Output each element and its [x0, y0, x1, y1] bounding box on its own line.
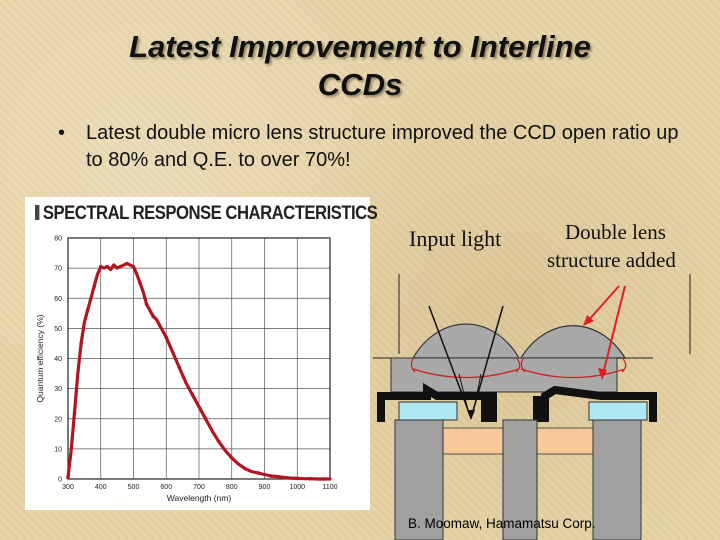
- light-shield-mid-left: [481, 392, 541, 422]
- arc-tick-2: [515, 358, 521, 373]
- double-lens-label-line1: Double lens: [565, 220, 666, 244]
- light-ray-1: [428, 305, 472, 419]
- credit-text: B. Moomaw, Hamamatsu Corp.: [408, 516, 596, 531]
- x-tick-label: 800: [226, 484, 238, 491]
- pointer-arrow-left-head: [583, 315, 594, 326]
- x-tick-label: 500: [128, 484, 140, 491]
- inner-lens-layer: [390, 357, 618, 393]
- data-point: [138, 281, 142, 285]
- light-ray-3: [458, 373, 470, 415]
- y-tick-label: 70: [54, 266, 62, 273]
- data-point: [190, 392, 195, 397]
- title-line-2: CCDs: [317, 67, 403, 102]
- chart-plot: 300 400 500 600 700 800 900 1000 1100 0 10 20 30 40 50…: [35, 236, 338, 504]
- data-point: [92, 284, 96, 288]
- data-point: [144, 302, 149, 307]
- y-tick-label: 30: [54, 386, 62, 393]
- pixel-column-2: [502, 419, 538, 540]
- x-tick-label: 900: [259, 484, 271, 491]
- bullet-text: Latest double micro lens structure impro…: [86, 122, 679, 171]
- pointer-arrow-left: [586, 285, 620, 323]
- slide-title: Latest Improvement to Interline CCDs: [60, 28, 660, 104]
- data-point: [269, 474, 273, 478]
- input-light-label: Input light: [409, 226, 502, 251]
- data-point: [79, 341, 83, 346]
- data-point: [282, 475, 286, 480]
- inner-lens-arc-left: [412, 368, 520, 379]
- y-tick-label: 50: [54, 326, 62, 333]
- data-point: [216, 439, 221, 444]
- data-point: [112, 263, 116, 267]
- chart-title-text: SPECTRAL RESPONSE CHARACTERISTICS: [42, 203, 378, 224]
- y-tick-label: 10: [54, 446, 62, 453]
- photodiode-left: [398, 401, 458, 421]
- data-point: [66, 475, 70, 480]
- x-tick-label: 600: [160, 484, 172, 491]
- light-ray-4: [472, 373, 482, 415]
- data-point: [164, 335, 169, 340]
- ray-arrowhead: [467, 410, 475, 420]
- inner-lens-arc-right: [520, 368, 626, 379]
- chart-title: SPECTRAL RESPONSE CHARACTERISTICS: [35, 203, 378, 225]
- photodiode-right: [588, 401, 648, 421]
- data-point: [243, 466, 247, 471]
- arc-tick-1: [410, 358, 416, 373]
- data-point: [308, 476, 313, 481]
- data-point: [229, 456, 234, 460]
- pointer-arrow-right-head: [598, 368, 607, 380]
- micro-lens-right: [519, 325, 627, 359]
- title-bar-icon: [35, 205, 40, 220]
- pointer-arrow-right: [602, 285, 626, 375]
- x-tick-label: 400: [95, 484, 107, 491]
- micro-lens-left: [411, 323, 521, 359]
- y-tick-label: 60: [54, 296, 62, 303]
- lens-structure-drawing: [373, 274, 691, 540]
- data-point: [177, 365, 182, 370]
- data-point: [85, 308, 90, 313]
- arc-tick-4: [621, 358, 627, 373]
- x-tick-label: 700: [193, 484, 205, 491]
- data-point: [203, 416, 208, 421]
- data-point: [125, 261, 129, 266]
- data-point: [321, 477, 326, 481]
- data-point: [98, 264, 103, 269]
- bullet-icon: •: [58, 122, 66, 144]
- x-axis-label: Wavelength (nm): [167, 493, 232, 503]
- x-tick-label: 300: [62, 484, 74, 491]
- pixel-column-1: [394, 419, 444, 540]
- pixel-column-3: [592, 419, 642, 540]
- data-point: [105, 264, 110, 269]
- y-tick-label: 40: [54, 356, 62, 363]
- double-lens-diagram: Input light Double lens structure added: [373, 214, 720, 540]
- title-line-1: Latest Improvement to Interline: [129, 29, 591, 64]
- data-point: [157, 323, 162, 328]
- x-tick-label: 1100: [322, 484, 337, 491]
- arc-tick-3: [520, 358, 526, 373]
- light-shield-right: [541, 385, 657, 422]
- y-axis-label: Quantum efficiency (%): [35, 314, 45, 402]
- x-tick-label: 1000: [289, 484, 305, 491]
- data-point: [295, 476, 300, 481]
- y-tick-label: 80: [54, 236, 62, 243]
- data-point: [72, 410, 77, 415]
- plot-frame: [67, 237, 331, 480]
- y-tick-label: 20: [54, 416, 62, 423]
- data-point: [256, 471, 260, 475]
- spectral-response-chart: SPECTRAL RESPONSE CHARACTERISTICS 300 400…: [25, 197, 378, 510]
- double-lens-label-line2: structure added: [547, 248, 676, 272]
- data-point: [131, 264, 136, 269]
- data-point: [118, 264, 123, 269]
- y-tick-label: 0: [58, 477, 62, 484]
- data-point: [151, 314, 155, 319]
